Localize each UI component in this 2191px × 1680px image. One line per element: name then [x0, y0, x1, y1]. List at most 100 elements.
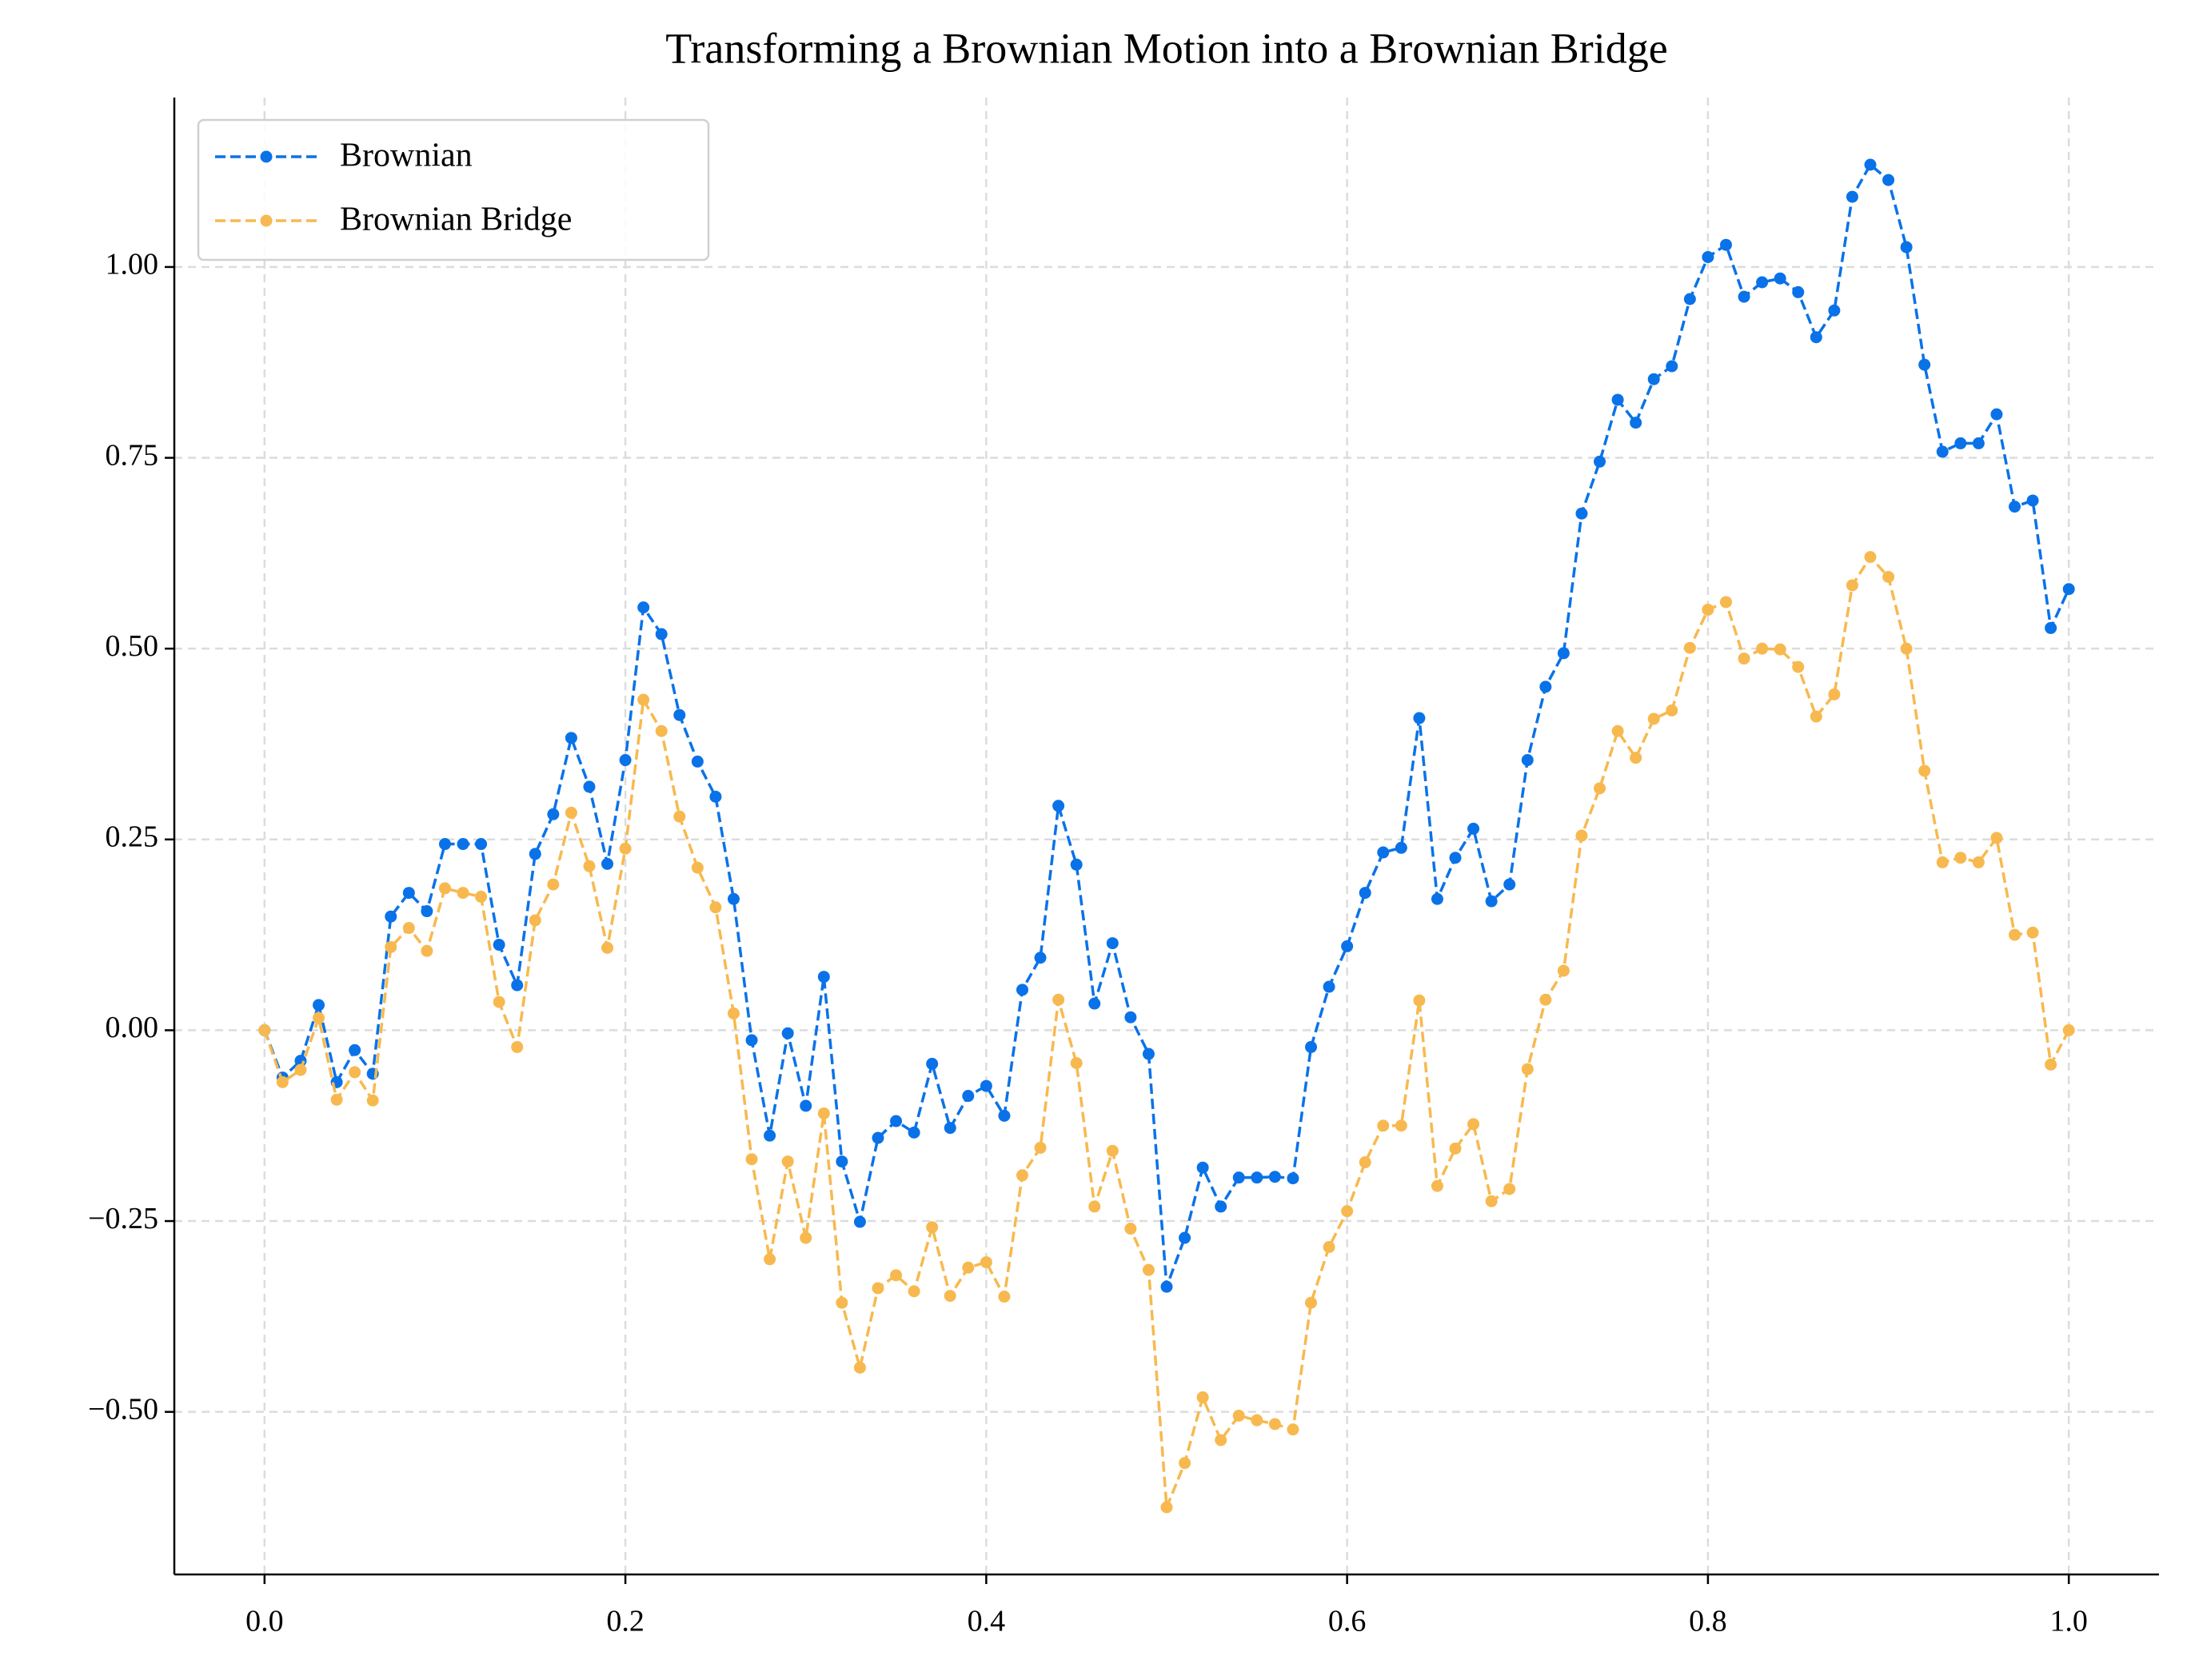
- data-point: [745, 1153, 758, 1166]
- data-point: [781, 1155, 794, 1168]
- data-point: [366, 1094, 379, 1107]
- data-point: [1630, 752, 1642, 764]
- data-point: [294, 1063, 307, 1076]
- data-point: [980, 1079, 992, 1092]
- data-point: [529, 914, 541, 927]
- data-point: [601, 857, 614, 870]
- data-point: [1359, 887, 1371, 900]
- data-point: [583, 780, 596, 793]
- data-point: [1305, 1296, 1318, 1309]
- data-point: [1702, 603, 1714, 616]
- data-point: [1449, 852, 1462, 864]
- data-point: [1900, 642, 1913, 655]
- data-point: [926, 1221, 939, 1234]
- data-point: [709, 790, 722, 803]
- grid: [174, 98, 2159, 1574]
- data-point: [764, 1253, 776, 1266]
- legend-label: Brownian: [340, 138, 473, 174]
- data-point: [673, 810, 686, 823]
- data-point: [1070, 858, 1083, 871]
- data-point: [1088, 1200, 1101, 1213]
- series: [258, 551, 2075, 1514]
- data-point: [438, 882, 451, 895]
- data-point: [745, 1034, 758, 1047]
- data-point: [1341, 1205, 1354, 1218]
- data-point: [1792, 285, 1805, 298]
- data-point: [872, 1282, 884, 1295]
- data-point: [709, 901, 722, 914]
- data-point: [1611, 393, 1624, 406]
- data-point: [565, 806, 577, 819]
- data-point: [1936, 445, 1949, 458]
- data-point: [1702, 250, 1714, 263]
- data-point: [1503, 1183, 1516, 1195]
- data-point: [1647, 373, 1660, 385]
- data-point: [926, 1057, 939, 1070]
- data-point: [1413, 712, 1426, 724]
- data-point: [1828, 688, 1841, 700]
- data-point: [853, 1215, 866, 1228]
- data-point: [1467, 1118, 1480, 1131]
- data-point: [1052, 993, 1065, 1006]
- data-point: [1954, 437, 1967, 449]
- data-point: [1647, 712, 1660, 725]
- data-point: [1034, 952, 1047, 964]
- data-point: [1594, 782, 1606, 795]
- data-point: [511, 1040, 524, 1053]
- data-point: [1034, 1141, 1047, 1154]
- data-point: [1323, 980, 1335, 993]
- data-point: [908, 1285, 920, 1298]
- data-point: [1683, 293, 1696, 305]
- data-point: [1864, 551, 1877, 564]
- data-point: [2045, 1058, 2057, 1071]
- data-point: [1990, 832, 2003, 844]
- data-point: [980, 1256, 992, 1269]
- data-point: [1142, 1263, 1155, 1276]
- data-point: [1016, 1169, 1028, 1182]
- data-point: [1377, 1119, 1390, 1132]
- data-point: [1882, 174, 1895, 186]
- data-point: [1792, 660, 1805, 673]
- data-point: [1395, 841, 1407, 854]
- data-point: [421, 905, 433, 918]
- data-point: [1972, 437, 1985, 449]
- data-point: [890, 1269, 903, 1282]
- data-point: [2062, 583, 2075, 596]
- data-point: [1359, 1156, 1371, 1169]
- data-point: [1232, 1171, 1245, 1184]
- data-point: [1521, 1063, 1534, 1075]
- data-point: [637, 601, 650, 614]
- y-tick-label: −0.25: [88, 1202, 158, 1235]
- data-point: [547, 808, 560, 820]
- y-tick-label: 1.00: [106, 248, 159, 281]
- legend-label: Brownian Bridge: [340, 202, 572, 238]
- data-point: [619, 754, 632, 767]
- data-point: [457, 887, 469, 900]
- legend: Brownian Brownian Bridge: [197, 118, 710, 261]
- series-line: [263, 554, 2070, 1508]
- data-point: [457, 838, 469, 851]
- data-point: [1179, 1231, 1191, 1244]
- data-point: [1810, 331, 1822, 344]
- data-point: [727, 1007, 740, 1020]
- data-point: [1719, 596, 1732, 609]
- data-point: [1666, 704, 1678, 716]
- data-point: [1557, 647, 1570, 660]
- data-point: [1305, 1040, 1318, 1053]
- data-point: [1864, 158, 1877, 171]
- data-point: [601, 941, 614, 954]
- data-point: [817, 1107, 830, 1119]
- data-point: [1485, 1195, 1498, 1207]
- data-point: [1521, 754, 1534, 767]
- data-point: [1449, 1142, 1462, 1155]
- data-point: [800, 1099, 812, 1112]
- data-point: [1106, 937, 1119, 950]
- data-point: [1611, 724, 1624, 737]
- data-point: [1196, 1391, 1209, 1404]
- data-point: [583, 860, 596, 872]
- data-point: [385, 940, 397, 953]
- data-point: [1268, 1418, 1281, 1431]
- data-point: [421, 944, 433, 957]
- data-point: [890, 1115, 903, 1127]
- data-point: [1431, 1179, 1443, 1192]
